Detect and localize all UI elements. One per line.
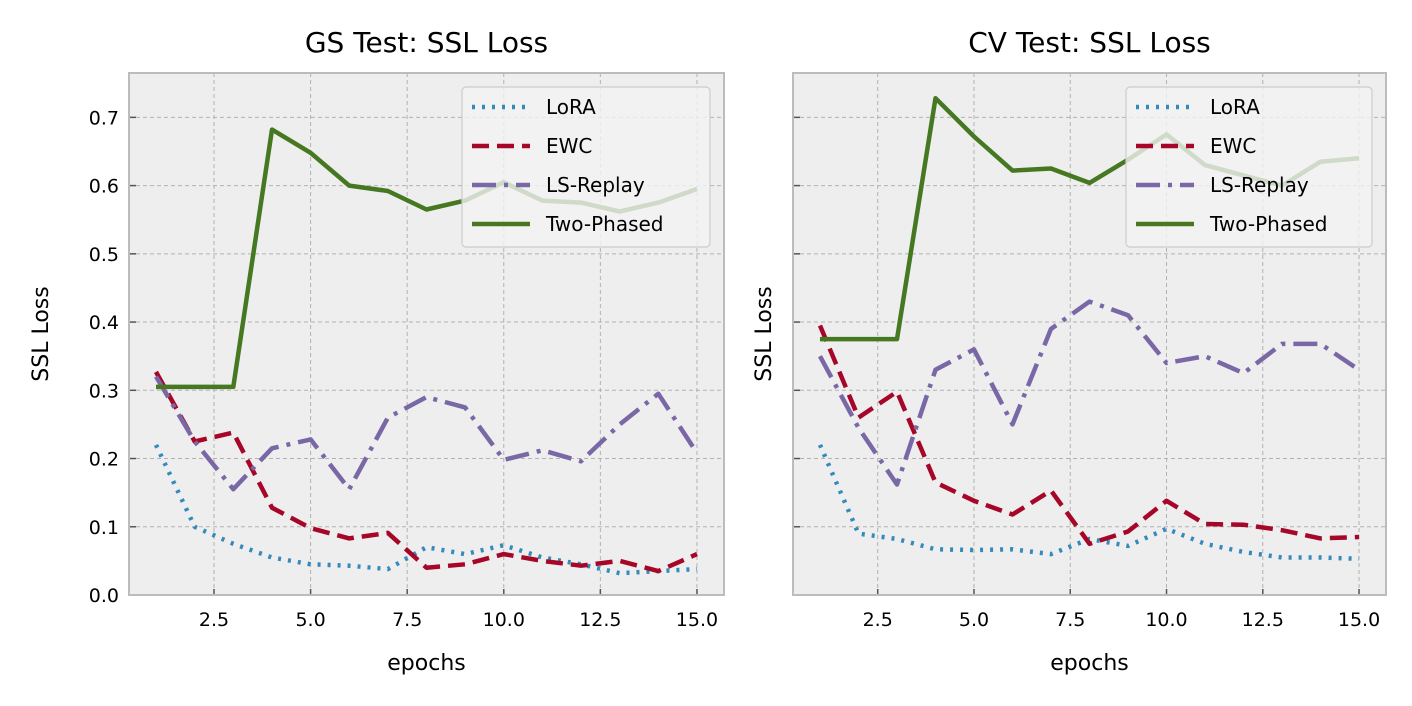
legend-label: LoRA bbox=[546, 95, 596, 119]
legend-label: LS-Replay bbox=[1210, 173, 1309, 197]
legend-label: LoRA bbox=[1210, 95, 1260, 119]
chart-title: GS Test: SSL Loss bbox=[305, 26, 548, 59]
x-tick-label: 10.0 bbox=[483, 609, 525, 631]
legend-label: Two-Phased bbox=[545, 212, 664, 236]
series-line-ewc bbox=[817, 324, 1360, 547]
y-tick-label: 0.0 bbox=[89, 585, 119, 607]
chart-panel-1: 2.5 5.0 7.5 10.0 12.5 15.0 0.0 0.1 0.2 0.3 0.4 0.5 0… bbox=[29, 26, 725, 676]
y-tick-label: 0.5 bbox=[89, 244, 119, 266]
x-tick-label: 5.0 bbox=[959, 609, 989, 631]
x-tick-label: 12.5 bbox=[579, 609, 621, 631]
x-tick-label: 15.0 bbox=[676, 609, 718, 631]
legend-label: EWC bbox=[1210, 134, 1256, 158]
y-axis-label: SSL Loss bbox=[29, 286, 54, 381]
legend-label: LS-Replay bbox=[546, 173, 645, 197]
x-tick-label: 12.5 bbox=[1242, 609, 1284, 631]
x-tick-label: 15.0 bbox=[1338, 609, 1380, 631]
x-tick-label: 2.5 bbox=[199, 609, 229, 631]
x-axis-label: epochs bbox=[387, 651, 465, 676]
x-tick-label: 10.0 bbox=[1145, 609, 1187, 631]
y-axis-label: SSL Loss bbox=[752, 286, 777, 381]
y-tick-label: 0.1 bbox=[89, 517, 119, 539]
chart-title: CV Test: SSL Loss bbox=[968, 26, 1211, 59]
chart-panel-2: 2.5 5.0 7.5 10.0 12.5 15.0 LoRA EWC LS-Replay Two… bbox=[752, 26, 1387, 676]
legend-label: Two-Phased bbox=[1209, 212, 1328, 236]
legend-box bbox=[1125, 86, 1373, 248]
y-tick-label: 0.4 bbox=[89, 312, 119, 334]
x-axis-label: epochs bbox=[1050, 651, 1128, 676]
plot-frame bbox=[792, 72, 1387, 596]
x-tick-label: 7.5 bbox=[392, 609, 422, 631]
series-line-ewc bbox=[154, 370, 698, 574]
series-line-ls-replay bbox=[154, 375, 699, 492]
x-tick-label: 2.5 bbox=[863, 609, 893, 631]
legend: LoRA EWC LS-Replay Two-Phased bbox=[461, 86, 711, 248]
series-line-ls-replay bbox=[818, 299, 1361, 487]
x-tick-label: 7.5 bbox=[1055, 609, 1085, 631]
legend-label: EWC bbox=[546, 134, 592, 158]
y-tick-label: 0.7 bbox=[89, 107, 119, 129]
legend-box bbox=[461, 86, 711, 248]
series-line-lora bbox=[817, 444, 1360, 562]
y-tick-label: 0.6 bbox=[89, 176, 119, 198]
y-tick-label: 0.2 bbox=[89, 449, 119, 471]
y-tick-label: 0.3 bbox=[89, 380, 119, 402]
x-tick-label: 5.0 bbox=[295, 609, 325, 631]
plot-frame bbox=[128, 72, 725, 596]
legend: LoRA EWC LS-Replay Two-Phased bbox=[1125, 86, 1373, 248]
